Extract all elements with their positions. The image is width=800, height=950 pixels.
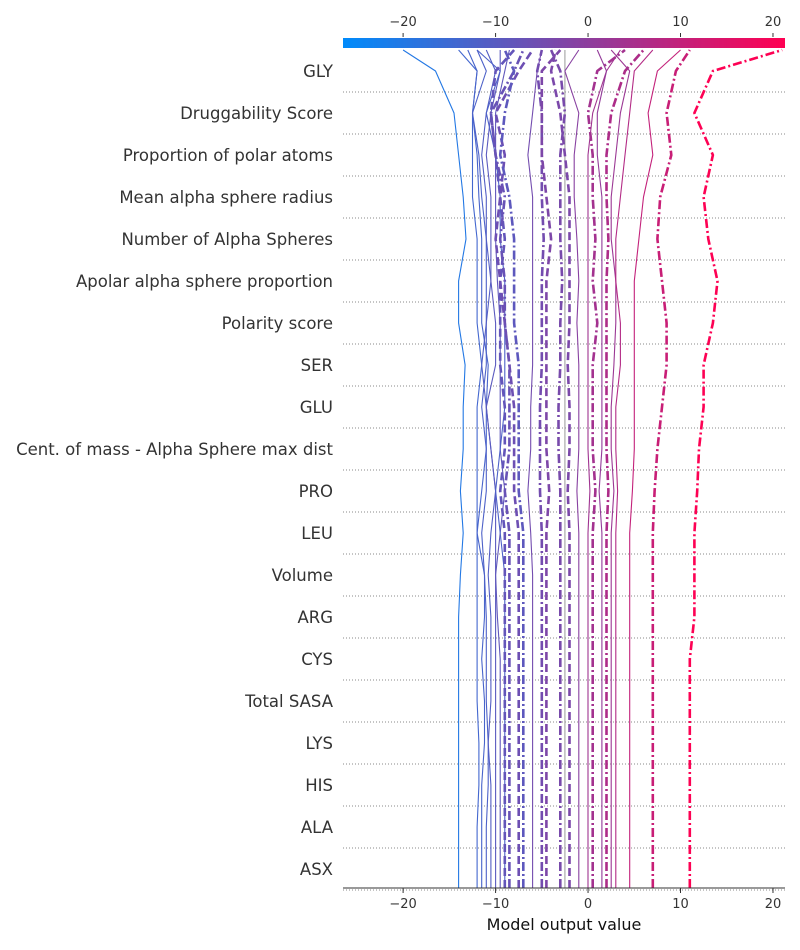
bottom-tick-label: −20 (389, 897, 416, 912)
decision-line-21 (605, 49, 645, 888)
feature-label: CYS (301, 650, 333, 669)
decision-line-0 (402, 49, 467, 888)
colorbar (343, 38, 785, 48)
decision-line-10 (494, 49, 534, 888)
feature-label: Mean alpha sphere radius (119, 188, 333, 207)
decision-line-24 (629, 49, 681, 888)
feature-label: Druggability Score (180, 104, 333, 123)
decision-line-17 (564, 49, 580, 888)
decision-line-26 (688, 48, 783, 888)
feature-label: Polarity score (222, 314, 333, 333)
decision-line-2 (467, 49, 489, 888)
feature-label: SER (301, 356, 333, 375)
feature-label: LYS (305, 734, 333, 753)
bottom-tick-label: 0 (584, 897, 592, 912)
decision-line-20 (596, 49, 608, 888)
bottom-axis-ticks: −20 −10 0 10 20 (389, 888, 781, 912)
feature-label: ASX (300, 860, 333, 879)
feature-label: Total SASA (244, 692, 334, 711)
feature-label: Apolar alpha sphere proportion (76, 272, 333, 291)
decision-line-13 (535, 49, 546, 888)
top-tick-label: −10 (482, 15, 509, 30)
decision-line-25 (651, 49, 691, 888)
decision-line-16 (549, 49, 571, 888)
bottom-tick-label: −10 (482, 897, 509, 912)
decision-line-12 (527, 49, 543, 888)
feature-label: Volume (272, 566, 333, 585)
feature-label: Proportion of polar atoms (123, 146, 333, 165)
decision-line-14 (540, 49, 562, 888)
decision-line-9 (489, 49, 525, 888)
decision-line-8 (489, 49, 516, 888)
top-tick-label: 0 (584, 15, 592, 30)
feature-label: ALA (301, 818, 334, 837)
feature-gridlines (343, 50, 785, 891)
feature-label: GLU (300, 398, 333, 417)
feature-label: ARG (297, 608, 333, 627)
feature-labels: GLY Druggability Score Proportion of polar… (16, 62, 334, 879)
bottom-tick-label: 10 (672, 897, 689, 912)
top-tick-label: 20 (765, 15, 782, 30)
decision-line-11 (498, 49, 525, 888)
top-axis-ticks: −20 −10 0 10 20 (389, 15, 781, 37)
decision-line-22 (610, 49, 631, 888)
decision-line-19 (586, 48, 626, 888)
decision-line-3 (471, 49, 489, 888)
decision-line-15 (549, 49, 567, 888)
decision-line-6 (495, 49, 510, 888)
decision-line-23 (615, 49, 654, 888)
top-tick-label: 10 (672, 15, 689, 30)
feature-label: Number of Alpha Spheres (121, 230, 333, 249)
feature-label: GLY (303, 62, 334, 81)
feature-label: PRO (299, 482, 333, 501)
feature-label: LEU (301, 524, 333, 543)
decision-line-5 (485, 50, 501, 888)
top-tick-label: −20 (389, 15, 416, 30)
feature-label: Cent. of mass - Alpha Sphere max dist (16, 440, 333, 459)
bottom-tick-label: 20 (765, 897, 782, 912)
decision-lines (402, 48, 783, 888)
feature-label: HIS (305, 776, 333, 795)
decision-line-1 (458, 49, 483, 888)
x-axis-label: Model output value (487, 915, 642, 934)
decision-line-18 (587, 49, 621, 888)
